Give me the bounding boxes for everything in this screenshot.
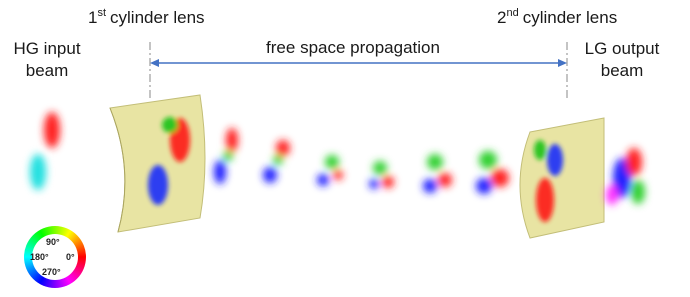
canvas: 1st cylinder lens 2nd cylinder lens HG inp… xyxy=(0,0,690,297)
second-lens-label: 2nd cylinder lens xyxy=(497,7,617,27)
suffix: nd xyxy=(506,7,518,19)
arrow-head xyxy=(558,59,567,67)
diagram: 1st cylinder lens 2nd cylinder lens HG inp… xyxy=(0,0,690,297)
color-wheel: 90° 180° 0° 270° xyxy=(24,226,86,288)
output-beam xyxy=(606,148,645,205)
output-label: beam xyxy=(601,61,644,80)
number: 2 xyxy=(497,8,506,27)
wheel-label: 0° xyxy=(66,252,75,262)
first-lens-label: 1st cylinder lens xyxy=(88,7,205,27)
suffix: st xyxy=(97,7,106,19)
propagating-beams xyxy=(214,128,509,194)
propagation-label: free space propagation xyxy=(266,38,440,57)
number: 1 xyxy=(88,8,97,27)
wheel-label: 180° xyxy=(30,252,49,262)
output-label: LG output xyxy=(585,39,660,58)
page: {"labels": { "first_lens": {"number": "1… xyxy=(0,0,690,297)
cylinder-lens xyxy=(520,118,604,238)
input-label: HG input xyxy=(13,39,80,58)
input-beam xyxy=(30,112,60,190)
text: cylinder lens xyxy=(523,8,618,27)
wheel-label: 270° xyxy=(42,267,61,277)
wheel-label: 90° xyxy=(46,237,60,247)
body: 1st cylinder lens 2nd cylinder lens HG inp… xyxy=(0,0,690,297)
text: cylinder lens xyxy=(110,8,205,27)
input-label: beam xyxy=(26,61,69,80)
arrow-head xyxy=(150,59,159,67)
